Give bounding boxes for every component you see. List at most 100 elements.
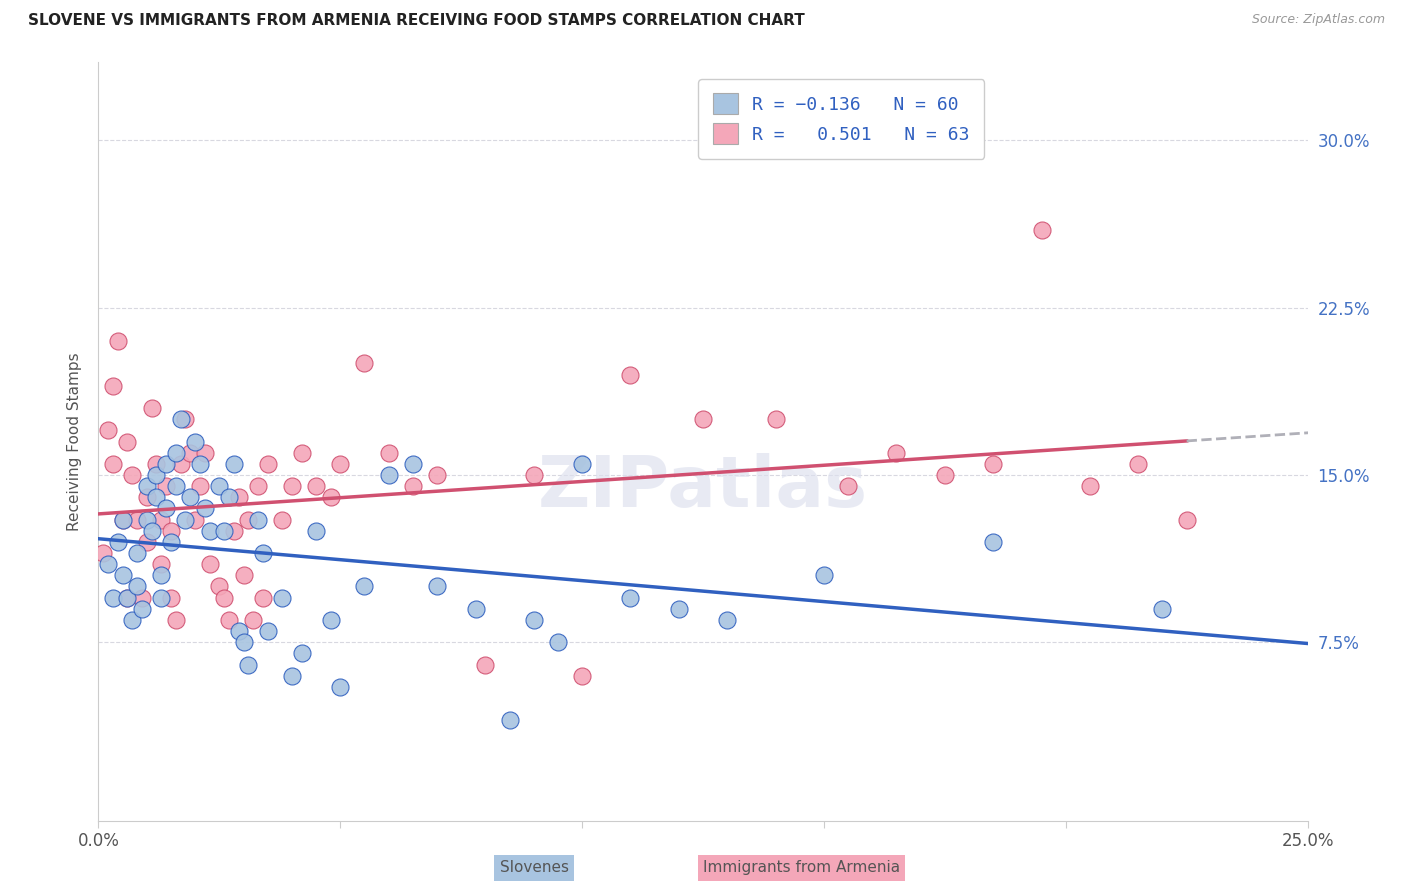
- Point: [668, 602, 690, 616]
- Point: [145, 490, 167, 504]
- Point: [474, 657, 496, 672]
- Point: [232, 568, 254, 582]
- Point: [145, 457, 167, 471]
- Point: [165, 479, 187, 493]
- Point: [329, 457, 352, 471]
- Point: [290, 646, 312, 660]
- Point: [247, 479, 270, 493]
- Point: [160, 524, 183, 538]
- Point: [101, 378, 124, 392]
- Point: [107, 535, 129, 549]
- Point: [837, 479, 859, 493]
- Point: [238, 657, 260, 672]
- Point: [169, 412, 191, 426]
- Point: [111, 512, 134, 526]
- Point: [218, 490, 240, 504]
- Point: [377, 446, 399, 460]
- Point: [353, 356, 375, 371]
- Point: [150, 591, 173, 605]
- Point: [271, 591, 294, 605]
- Point: [692, 412, 714, 426]
- Point: [547, 635, 569, 649]
- Point: [934, 467, 956, 482]
- Point: [426, 580, 449, 594]
- Point: [145, 467, 167, 482]
- Text: Source: ZipAtlas.com: Source: ZipAtlas.com: [1251, 13, 1385, 27]
- Point: [281, 669, 304, 683]
- Point: [402, 457, 425, 471]
- Point: [174, 512, 197, 526]
- Point: [212, 524, 235, 538]
- Point: [127, 580, 149, 594]
- Point: [150, 557, 173, 572]
- Point: [107, 334, 129, 349]
- Point: [135, 535, 157, 549]
- Point: [716, 613, 738, 627]
- Point: [208, 580, 231, 594]
- Point: [247, 512, 270, 526]
- Point: [208, 479, 231, 493]
- Point: [150, 568, 173, 582]
- Point: [256, 457, 278, 471]
- Point: [150, 512, 173, 526]
- Point: [97, 557, 120, 572]
- Point: [160, 535, 183, 549]
- Point: [212, 591, 235, 605]
- Point: [281, 479, 304, 493]
- Point: [155, 457, 177, 471]
- Point: [228, 490, 250, 504]
- Point: [127, 546, 149, 560]
- Point: [353, 580, 375, 594]
- Point: [619, 591, 641, 605]
- Point: [426, 467, 449, 482]
- Point: [111, 568, 134, 582]
- Point: [194, 501, 217, 516]
- Point: [523, 613, 546, 627]
- Point: [329, 680, 352, 694]
- Point: [1078, 479, 1101, 493]
- Text: Slovenes: Slovenes: [499, 861, 569, 875]
- Point: [222, 524, 245, 538]
- Point: [121, 467, 143, 482]
- Point: [194, 446, 217, 460]
- Point: [252, 591, 274, 605]
- Point: [135, 490, 157, 504]
- Point: [184, 434, 207, 449]
- Point: [179, 490, 201, 504]
- Point: [141, 524, 163, 538]
- Point: [135, 512, 157, 526]
- Point: [165, 613, 187, 627]
- Point: [101, 457, 124, 471]
- Point: [218, 613, 240, 627]
- Point: [188, 479, 211, 493]
- Point: [1152, 602, 1174, 616]
- Point: [198, 557, 221, 572]
- Point: [121, 613, 143, 627]
- Point: [242, 613, 264, 627]
- Point: [188, 457, 211, 471]
- Point: [619, 368, 641, 382]
- Point: [981, 457, 1004, 471]
- Text: ZIPatlas: ZIPatlas: [538, 452, 868, 522]
- Point: [813, 568, 835, 582]
- Point: [160, 591, 183, 605]
- Legend: R = −0.136   N = 60, R =   0.501   N = 63: R = −0.136 N = 60, R = 0.501 N = 63: [697, 79, 984, 159]
- Point: [228, 624, 250, 639]
- Point: [135, 479, 157, 493]
- Point: [141, 401, 163, 416]
- Point: [117, 591, 139, 605]
- Point: [1031, 222, 1053, 236]
- Text: SLOVENE VS IMMIGRANTS FROM ARMENIA RECEIVING FOOD STAMPS CORRELATION CHART: SLOVENE VS IMMIGRANTS FROM ARMENIA RECEI…: [28, 13, 804, 29]
- Point: [169, 457, 191, 471]
- Point: [319, 490, 342, 504]
- Point: [184, 512, 207, 526]
- Point: [155, 479, 177, 493]
- Point: [238, 512, 260, 526]
- Point: [252, 546, 274, 560]
- Point: [198, 524, 221, 538]
- Point: [271, 512, 294, 526]
- Point: [117, 591, 139, 605]
- Point: [981, 535, 1004, 549]
- Point: [886, 446, 908, 460]
- Point: [232, 635, 254, 649]
